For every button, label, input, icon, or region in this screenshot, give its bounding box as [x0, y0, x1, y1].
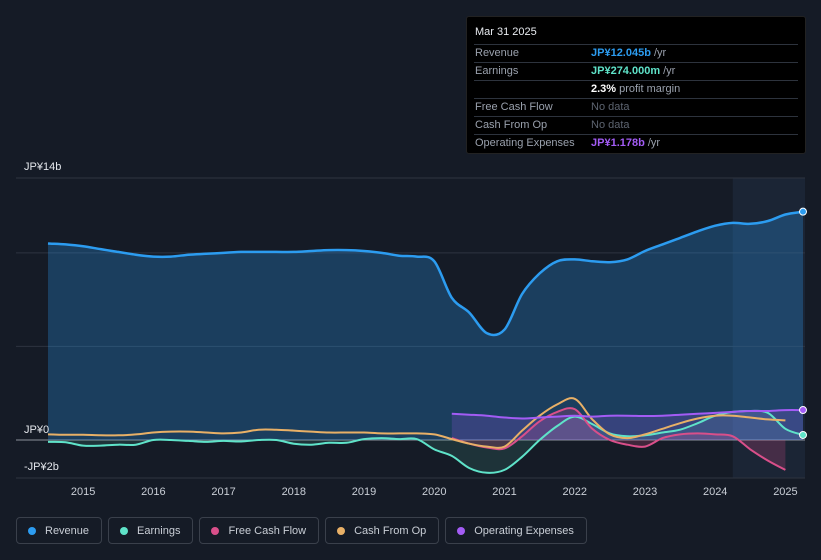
area-revenue: [48, 211, 803, 440]
legend-dot-icon: [337, 526, 346, 535]
legend-dot-icon: [120, 526, 129, 535]
tooltip-row-earnings: Earnings JP¥274.000m /yr: [474, 63, 798, 81]
legend-dot-icon: [457, 526, 466, 535]
tooltip-unit: /yr: [663, 65, 676, 77]
tooltip-value: JP¥274.000m: [591, 65, 661, 77]
chart-gridlines: [16, 177, 805, 479]
tooltip-label: Revenue: [475, 47, 520, 59]
tooltip-label: Cash From Op: [475, 119, 548, 131]
tooltip-unit: /yr: [653, 47, 667, 59]
line-operating-expenses: [451, 409, 804, 420]
tooltip-value: No data: [591, 101, 630, 113]
legend-label: Free Cash Flow: [228, 524, 307, 537]
legend-dot-icon: [28, 526, 36, 535]
tooltip-unit: /yr: [647, 137, 661, 149]
x-tick-label: 2023: [633, 486, 657, 498]
end-marker-earnings: [799, 430, 807, 439]
area-earnings: [48, 410, 803, 473]
y-tick-label: JP¥0: [24, 424, 49, 436]
chart-legend: Revenue Earnings Free Cash Flow Cash Fro…: [16, 517, 587, 544]
line-cash-from-op: [47, 397, 786, 449]
legend-label: Operating Expenses: [474, 524, 574, 537]
end-marker-revenue: [799, 207, 807, 216]
tooltip-row-cfo: Cash From Op No data: [474, 117, 798, 135]
tooltip-value: JP¥1.178b: [591, 137, 645, 149]
y-tick-label: -JP¥2b: [24, 461, 59, 473]
y-tick-label: JP¥14b: [24, 161, 61, 173]
tooltip-panel: Mar 31 2025 Revenue JP¥12.045b /yr Earni…: [466, 16, 806, 154]
legend-label: Revenue: [45, 524, 90, 537]
tooltip-row-revenue: Revenue JP¥12.045b /yr: [474, 45, 798, 63]
tooltip-label: [474, 81, 591, 98]
tooltip-row-opex: Operating Expenses JP¥1.178b /yr: [474, 135, 798, 152]
x-tick-label: 2025: [773, 486, 797, 498]
x-tick-label: 2017: [211, 486, 235, 498]
line-earnings: [47, 409, 804, 474]
tooltip-unit: profit margin: [619, 83, 681, 95]
legend-label: Earnings: [137, 524, 181, 537]
x-tick-label: 2024: [703, 486, 727, 498]
highlight-band: [732, 178, 805, 478]
x-tick-label: 2016: [141, 486, 165, 498]
tooltip-value: No data: [591, 119, 630, 131]
legend-item-cash-from-op[interactable]: Cash From Op: [325, 517, 440, 544]
legend-item-earnings[interactable]: Earnings: [108, 517, 194, 544]
tooltip-label: Operating Expenses: [475, 137, 575, 149]
x-tick-label: 2019: [352, 486, 376, 498]
tooltip-row-profit-margin: 2.3% profit margin: [474, 81, 798, 99]
area-free-cash-flow: [451, 408, 786, 470]
x-tick-label: 2020: [422, 486, 446, 498]
tooltip-label: Earnings: [475, 65, 519, 77]
end-marker-operating-expenses: [799, 406, 807, 415]
legend-item-operating-expenses[interactable]: Operating Expenses: [445, 517, 587, 544]
plot-area: [16, 178, 805, 478]
x-tick-label: 2015: [71, 486, 95, 498]
x-tick-label: 2018: [282, 486, 306, 498]
x-tick-label: 2022: [563, 486, 587, 498]
tooltip-value: JP¥12.045b: [591, 47, 651, 59]
tooltip-label: Free Cash Flow: [475, 101, 553, 113]
legend-item-free-cash-flow[interactable]: Free Cash Flow: [199, 517, 320, 544]
legend-item-revenue[interactable]: Revenue: [16, 517, 103, 544]
legend-dot-icon: [211, 526, 220, 535]
tooltip-row-fcf: Free Cash Flow No data: [474, 99, 798, 117]
x-tick-label: 2021: [492, 486, 516, 498]
legend-label: Cash From Op: [354, 524, 427, 537]
tooltip-value: 2.3%: [591, 83, 617, 95]
line-free-cash-flow: [451, 407, 786, 471]
line-revenue: [47, 210, 804, 337]
tooltip-date: Mar 31 2025: [474, 17, 798, 45]
